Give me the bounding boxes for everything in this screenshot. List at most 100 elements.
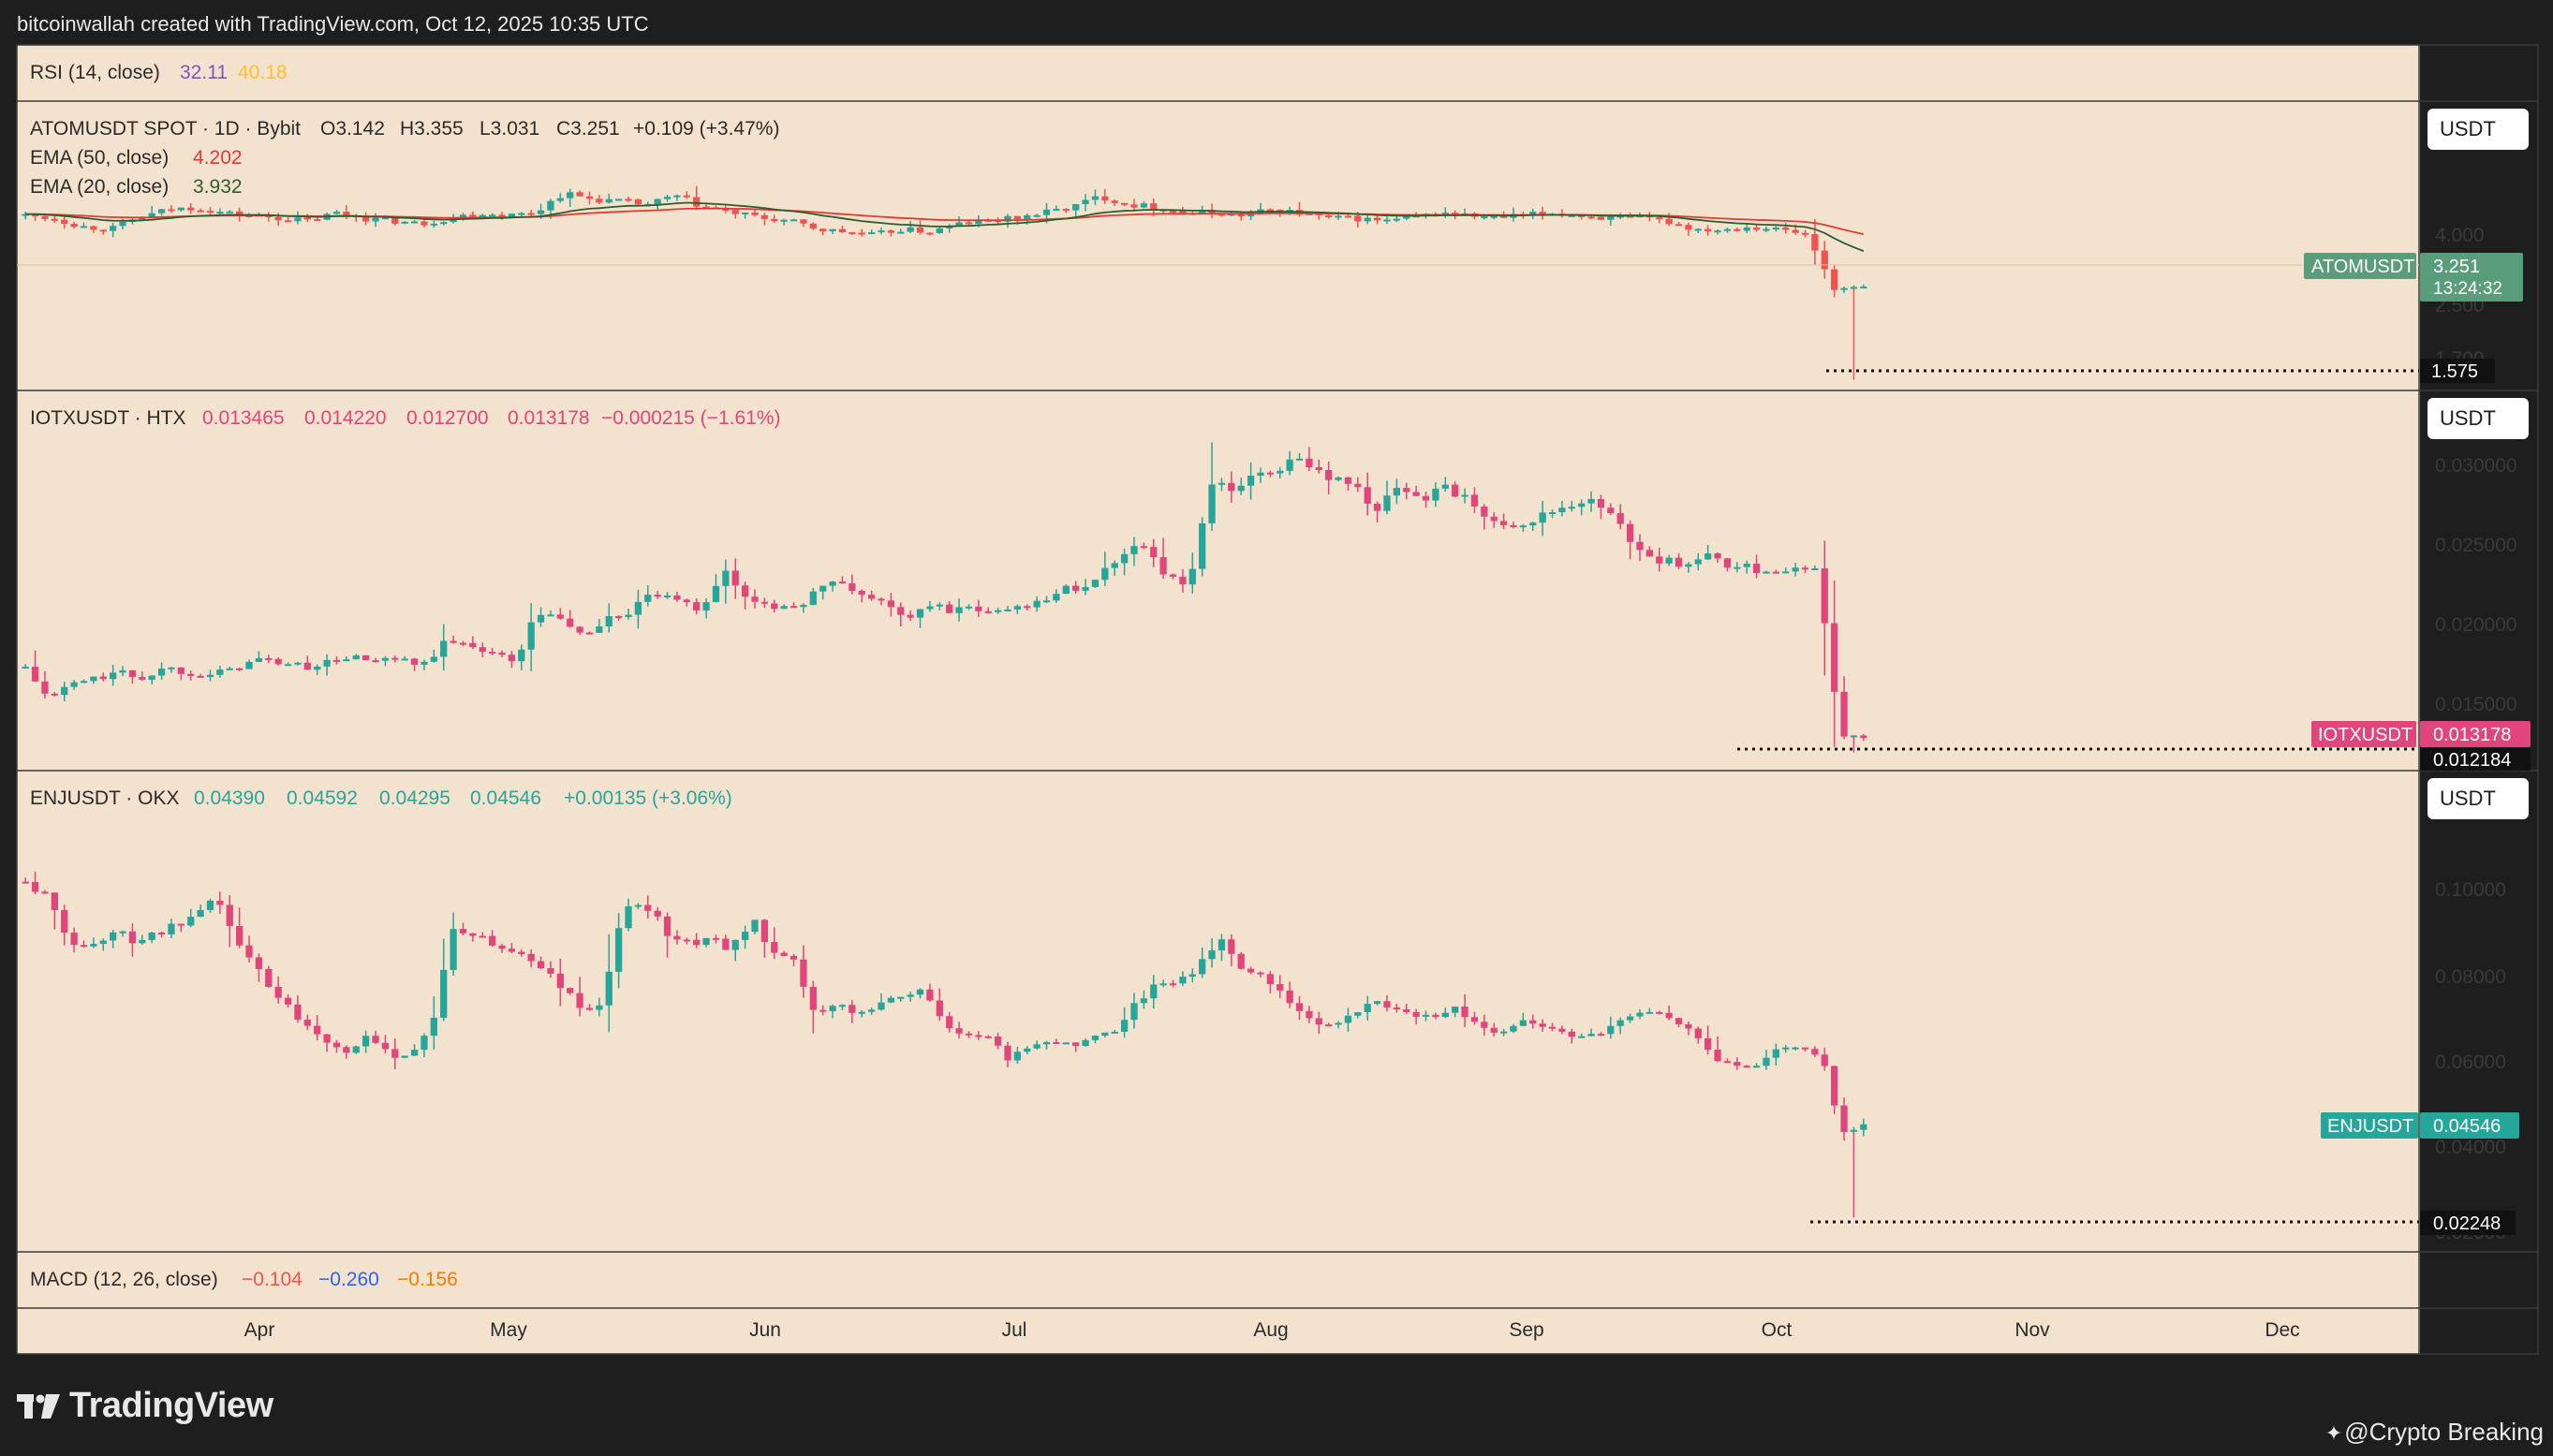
iotx-candle — [1062, 585, 1070, 595]
iotx-candle — [1228, 482, 1235, 492]
iotx-candle — [838, 581, 847, 584]
atom-candle — [654, 199, 661, 204]
atom-candle — [975, 219, 982, 225]
enj-candle — [1217, 939, 1226, 951]
enj-candle — [955, 1028, 963, 1034]
atom-candle — [332, 212, 341, 214]
iotx-candle — [1772, 571, 1779, 574]
iotx-candle — [1481, 506, 1488, 517]
rsi-label: RSI (14, close) — [30, 62, 160, 83]
enj-pane[interactable]: ENJUSDT · OKX 0.04390 0.04592 0.04295 0.… — [22, 778, 2529, 1243]
iotx-candle — [1441, 484, 1449, 489]
atom-candle — [216, 212, 224, 214]
iotx-candle — [157, 669, 166, 676]
enj-candle — [702, 937, 710, 946]
atom-candle — [1383, 219, 1391, 222]
atom-candle — [673, 195, 681, 198]
iotx-candle — [41, 681, 49, 694]
iotx-candle — [1354, 483, 1362, 488]
tradingview-logo[interactable]: TradingView — [17, 1386, 273, 1426]
enj-candle — [1704, 1037, 1712, 1051]
enj-candle — [469, 933, 477, 936]
iotx-candle — [1082, 586, 1089, 591]
atom-candle — [1228, 213, 1235, 216]
iotx-candle — [410, 658, 419, 665]
enj-candle — [1335, 1022, 1342, 1025]
iotx-high: 0.014220 — [304, 407, 387, 429]
atom-candle — [1481, 216, 1488, 219]
atom-pane[interactable]: ATOMUSDT SPOT · 1D · Bybit O3.142 H3.355… — [17, 109, 2529, 383]
atom-currency-button[interactable] — [2428, 109, 2529, 150]
atom-candle — [284, 220, 292, 223]
atom-candle — [527, 213, 535, 215]
enj-currency-button[interactable] — [2428, 778, 2529, 819]
iotx-candle — [1694, 559, 1702, 565]
enj-candle — [1082, 1039, 1089, 1047]
iotx-candle — [1335, 477, 1342, 480]
atom-candle — [1694, 228, 1702, 231]
iotx-candle — [1042, 600, 1051, 603]
atom-candle — [139, 217, 146, 220]
enj-candle — [1743, 1066, 1750, 1068]
enj-candle — [596, 1005, 603, 1010]
iotx-candle — [90, 676, 97, 682]
iotx-candle — [70, 682, 78, 687]
iotx-candle — [975, 606, 982, 611]
iotx-candle — [683, 599, 690, 603]
iotx-candle — [634, 601, 642, 615]
iotx-candle — [994, 610, 1002, 612]
iotx-candle — [780, 606, 788, 610]
iotx-candle — [401, 658, 408, 661]
iotx-candle — [897, 607, 905, 615]
iotx-candle — [1033, 600, 1040, 608]
iotx-candle — [1013, 606, 1022, 610]
atom-candle — [702, 206, 710, 209]
iotx-pane[interactable]: IOTXUSDT · HTX 0.013465 0.014220 0.01270… — [22, 398, 2531, 771]
atom-candle — [819, 228, 827, 231]
enj-candle — [139, 939, 146, 944]
enj-candle — [1616, 1020, 1624, 1026]
enj-candle — [1481, 1022, 1488, 1028]
atom-candle — [955, 222, 963, 226]
enj-candle — [634, 904, 642, 907]
atom-candle — [858, 232, 865, 235]
enj-candle — [965, 1033, 973, 1036]
iotx-candle — [1578, 503, 1586, 507]
iotx-candle — [771, 603, 778, 610]
enj-candle — [1373, 1001, 1381, 1005]
enj-candle — [1645, 1011, 1653, 1014]
enj-candle — [236, 926, 243, 946]
enj-candle — [31, 882, 39, 892]
enj-candle — [488, 935, 496, 946]
iotx-currency-button[interactable] — [2428, 398, 2529, 439]
tradingview-logo-icon — [17, 1393, 60, 1419]
atom-candle — [206, 211, 214, 213]
enj-candle — [1685, 1023, 1692, 1029]
atom-candle — [148, 213, 155, 218]
atom-candle — [693, 197, 701, 207]
enj-candle — [61, 909, 68, 934]
iotx-candle — [197, 675, 204, 678]
enj-candle — [1042, 1041, 1051, 1045]
enj-candle — [255, 957, 263, 969]
time-axis[interactable]: Apr May Jun Jul Aug Sep Oct Nov Dec — [244, 1319, 2300, 1341]
atom-candle — [410, 221, 419, 224]
atom-candle — [596, 199, 603, 203]
enj-candle — [731, 939, 739, 950]
atom-candle — [1033, 214, 1040, 217]
atom-candle — [90, 226, 97, 230]
iotx-candle — [654, 595, 661, 597]
atom-open: O3.142 — [320, 118, 385, 140]
enj-candle — [332, 1042, 341, 1048]
atom-candle — [1306, 213, 1313, 215]
atom-candle — [790, 219, 798, 222]
enj-candle — [1665, 1012, 1673, 1019]
enj-candle — [1306, 1010, 1313, 1019]
enj-candle — [206, 900, 214, 910]
iotx-candle — [800, 604, 807, 608]
time-axis-label: Oct — [1762, 1319, 1793, 1341]
iotx-candle — [751, 596, 759, 602]
enj-candle — [498, 945, 506, 949]
iotx-candle — [177, 667, 184, 674]
